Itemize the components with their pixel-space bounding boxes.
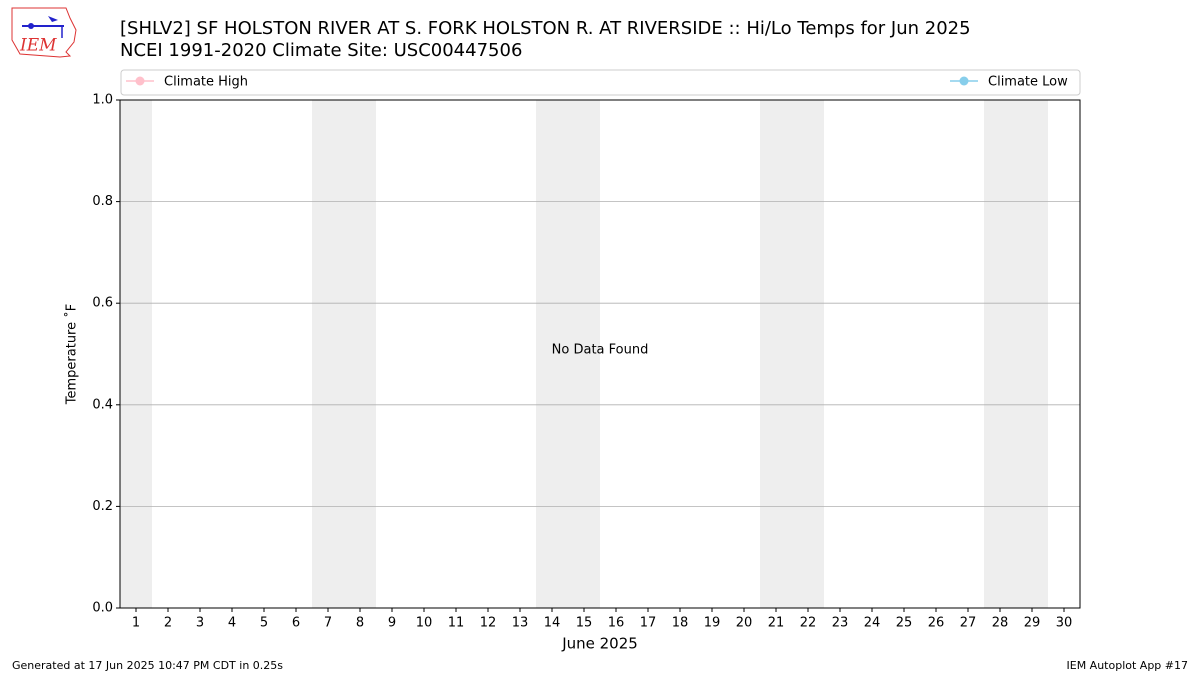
legend-marker (959, 76, 969, 86)
legend-box (120, 69, 1081, 96)
x-tick-label: 4 (228, 616, 236, 631)
weekend-band (344, 100, 376, 608)
x-tick-label: 20 (736, 616, 753, 631)
x-tick-label: 24 (864, 616, 881, 631)
x-tick-label: 25 (896, 616, 913, 631)
x-tick-label: 22 (800, 616, 817, 631)
x-tick-label: 26 (928, 616, 945, 631)
x-axis-label: June 2025 (561, 635, 638, 653)
x-tick-label: 14 (544, 616, 561, 631)
annotation: No Data Found (552, 343, 649, 358)
x-tick-label: 13 (512, 616, 529, 631)
x-tick-label: 18 (672, 616, 689, 631)
legend-marker (135, 76, 145, 86)
x-tick-label: 10 (416, 616, 433, 631)
x-tick-label: 12 (480, 616, 497, 631)
x-tick-label: 29 (1024, 616, 1041, 631)
legend-label: Climate High (164, 75, 248, 90)
x-tick-label: 15 (576, 616, 593, 631)
weekend-band (1016, 100, 1048, 608)
weekend-band (568, 100, 600, 608)
weekend-band (984, 100, 1016, 608)
x-tick-label: 3 (196, 616, 204, 631)
x-tick-label: 8 (356, 616, 364, 631)
y-tick-label: 0.4 (92, 397, 113, 412)
y-tick-label: 0.0 (92, 601, 113, 616)
x-tick-label: 17 (640, 616, 657, 631)
weekend-band (312, 100, 344, 608)
footer-right: IEM Autoplot App #17 (1067, 659, 1189, 672)
x-tick-label: 28 (992, 616, 1009, 631)
x-tick-label: 1 (132, 616, 140, 631)
x-tick-label: 23 (832, 616, 849, 631)
weekend-band (760, 100, 792, 608)
x-tick-label: 2 (164, 616, 172, 631)
y-tick-label: 0.8 (92, 194, 113, 209)
plot-frame (119, 99, 1081, 609)
weekend-band (120, 100, 152, 608)
x-tick-label: 7 (324, 616, 332, 631)
y-axis-label: Temperature ˚F (64, 304, 80, 405)
x-tick-label: 30 (1056, 616, 1073, 631)
plot-area (120, 100, 1080, 608)
weekend-band (792, 100, 824, 608)
logo-text: IEM (19, 36, 57, 56)
x-tick-label: 6 (292, 616, 300, 631)
weekend-band (536, 100, 568, 608)
x-tick-label: 27 (960, 616, 977, 631)
y-tick-label: 0.2 (92, 499, 113, 514)
chart-title: [SHLV2] SF HOLSTON RIVER AT S. FORK HOLS… (120, 18, 971, 39)
logo: IEM (11, 7, 77, 58)
footer-left: Generated at 17 Jun 2025 10:47 PM CDT in… (12, 659, 283, 672)
x-tick-label: 21 (768, 616, 785, 631)
chart-subtitle: NCEI 1991-2020 Climate Site: USC00447506 (120, 40, 522, 61)
legend-label: Climate Low (988, 75, 1068, 90)
x-tick-label: 5 (260, 616, 268, 631)
x-tick-label: 19 (704, 616, 721, 631)
y-tick-label: 1.0 (92, 93, 113, 108)
y-tick-label: 0.6 (92, 296, 113, 311)
x-tick-label: 16 (608, 616, 625, 631)
x-tick-label: 11 (448, 616, 465, 631)
x-tick-label: 9 (388, 616, 396, 631)
